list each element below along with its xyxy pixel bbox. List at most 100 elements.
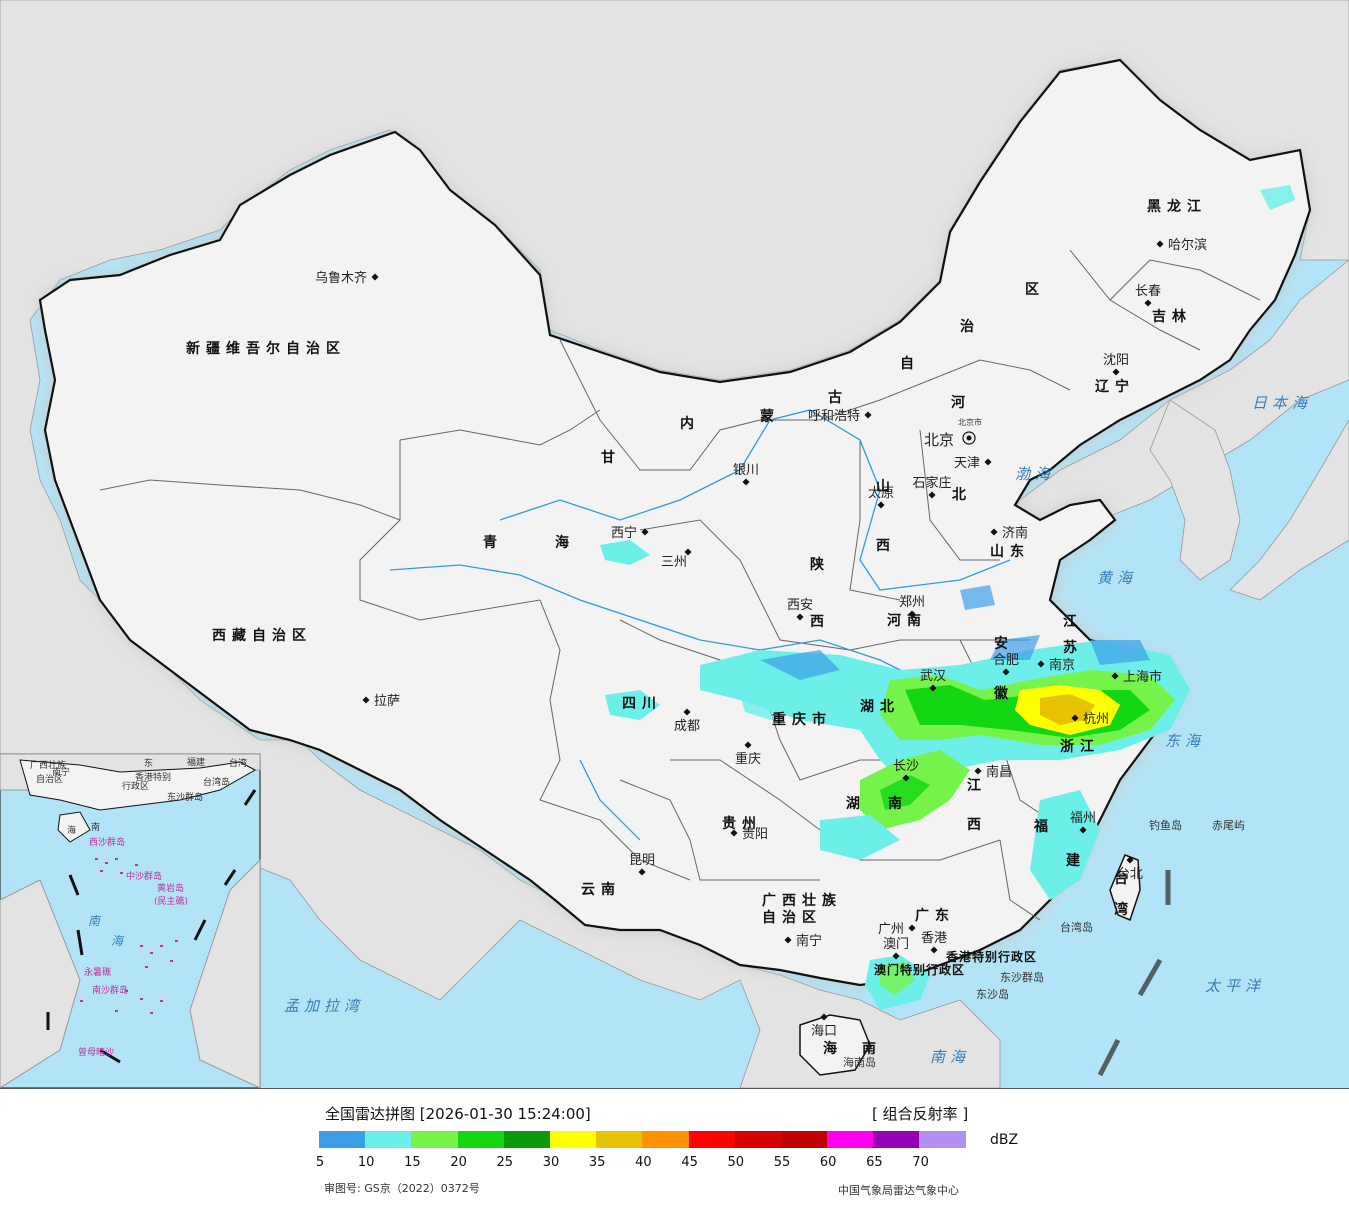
city-urumqi: 乌鲁木齐 [315,270,379,286]
region-label-jiangxi_1: 江 [967,777,987,794]
city-dot-hohhot [864,411,872,419]
island-label-hainan_island: 海南岛 [843,1055,876,1069]
sea-label-bengal: 孟加拉湾 [284,997,364,1015]
city-label-tianjin: 天津 [954,456,980,471]
city-label-zhengzhou: 郑州 [899,595,925,610]
inset-label-in_zhongsha: 中沙群岛 [126,870,162,882]
region-label-jiangxi_2: 西 [967,817,987,833]
region-label-chongqing_city: 重庆市 [772,711,832,728]
legend-product: [ 组合反射率 ] [872,1105,969,1123]
region-label-sichuan: 四川 [622,696,662,712]
city-wuhan: 武汉 [920,669,946,692]
region-label-heilongjiang: 黑龙江 [1147,198,1207,215]
city-label-xian: 西安 [787,598,813,613]
city-label-changchun: 长春 [1135,284,1161,299]
region-label-guizhou: 贵州 [722,815,762,832]
region-label-henan: 河南 [887,612,927,629]
region-label-gansu: 甘 [601,449,621,466]
legend-swatch-14 [919,1131,966,1148]
inset-label-in_dongsha: 东沙群岛 [167,791,203,803]
city-lhasa: 拉萨 [362,694,400,709]
region-label-jiangsu_2: 苏 [1063,639,1083,656]
city-zhengzhou: 郑州 [899,595,925,618]
legend-title: 全国雷达拼图 [2026-01-30 15:24:00] [325,1105,591,1123]
city-macau: 澳门 [883,936,909,960]
region-label-taiwan_1: 台 [1114,870,1134,887]
region-label-qinghai_1: 青 [483,534,503,551]
city-label-hongkong: 香港 [921,931,947,946]
inset-label-in_gd: 东 [144,757,153,769]
city-label-changsha: 长沙 [893,759,919,774]
inset-label-in_gx: 广西壮族 [30,759,66,771]
city-nanning: 南宁 [784,933,822,949]
city-jinan: 济南 [990,525,1028,541]
city-label-hohhot: 呼和浩特 [808,409,860,424]
region-label-hebei_1: 河 [951,394,971,411]
city-label-macau: 澳门 [883,936,909,952]
city-label-shanghai: 上海市 [1123,669,1162,685]
inset-label-in_nansha: 南沙群岛 [92,984,128,996]
inset-label-in_sea1: 南 [88,914,105,928]
city-dot-lanzhou [684,548,692,556]
sea-label-japan_sea: 日本海 [1252,394,1312,412]
city-label-nanjing: 南京 [1049,657,1075,673]
city-label-lhasa: 拉萨 [374,694,400,709]
legend-swatch-4 [457,1131,504,1148]
city-dot-wuhan [929,684,937,692]
city-dot-hongkong [930,946,938,954]
legend-tick-40: 40 [635,1155,652,1170]
city-yinchuan: 银川 [733,463,759,486]
city-label-nanning: 南宁 [796,933,822,949]
region-label-nm_2: 蒙 [760,408,780,425]
legend-tick-65: 65 [866,1155,883,1170]
legend-swatch-6 [549,1131,597,1148]
island-label-dongsha_island: 东沙岛 [976,987,1009,1001]
legend-tick-15: 15 [404,1155,421,1170]
city-label-xining: 西宁 [611,525,637,541]
legend-tick-25: 25 [496,1155,514,1170]
city-chongqing: 重庆 [735,741,761,767]
city-kunming: 昆明 [629,853,655,876]
city-label-taibei: 台北 [1117,867,1143,882]
city-dot-urumqi [371,273,379,281]
inset-label-in_hk: 香港特别 [135,771,171,783]
region-label-tibet: 西藏自治区 [212,627,312,644]
sea-label-bohai: 渤海 [1015,465,1055,483]
region-label-nm_6: 区 [1025,282,1045,298]
city-shijiazhuang: 石家庄 [912,475,952,499]
legend-swatch-11 [780,1131,828,1148]
city-label-shijiazhuang: 石家庄 [912,475,951,491]
city-dot-jinan [990,528,998,536]
region-label-anhui_2: 徽 [993,685,1014,702]
city-dot-xian [796,613,804,621]
city-label-yinchuan: 银川 [733,463,759,478]
legend-color-bar [319,1131,966,1148]
region-label-liaoning: 辽宁 [1095,378,1135,395]
region-label-qinghai_2: 海 [555,534,575,551]
region-label-yunnan: 云南 [581,881,621,898]
city-dot-nanning [784,936,792,944]
city-chengdu: 成都 [674,708,700,734]
korea-land [1149,399,1241,581]
region-label-nm_3: 古 [828,389,848,406]
region-label-hunan_2: 南 [888,795,908,812]
city-label-guiyang: 贵阳 [742,827,768,842]
inset-label-in_zengmu: 曾母暗沙 [78,1046,114,1058]
legend-swatch-9 [688,1131,735,1148]
inset-label-in_xisha: 西沙群岛 [89,836,125,848]
city-dot-guangzhou [908,924,916,932]
city-xian: 西安 [787,598,813,621]
legend-swatch-12 [827,1131,874,1148]
region-label-shaanxi_2: 西 [810,614,830,630]
island-label-diaoyu: 钓鱼岛 [1149,818,1182,832]
legend-unit: dBZ [990,1132,1019,1148]
legend-swatch-2 [365,1131,412,1148]
city-dot-tianjin [984,458,992,466]
region-label-hunan_1: 湖 [846,796,866,812]
region-label-hebei_2: 北 [952,487,972,503]
city-dot-guiyang [730,829,738,837]
island-label-chiwei: 赤尾屿 [1212,819,1245,832]
city-dot-hefei [1002,668,1010,676]
